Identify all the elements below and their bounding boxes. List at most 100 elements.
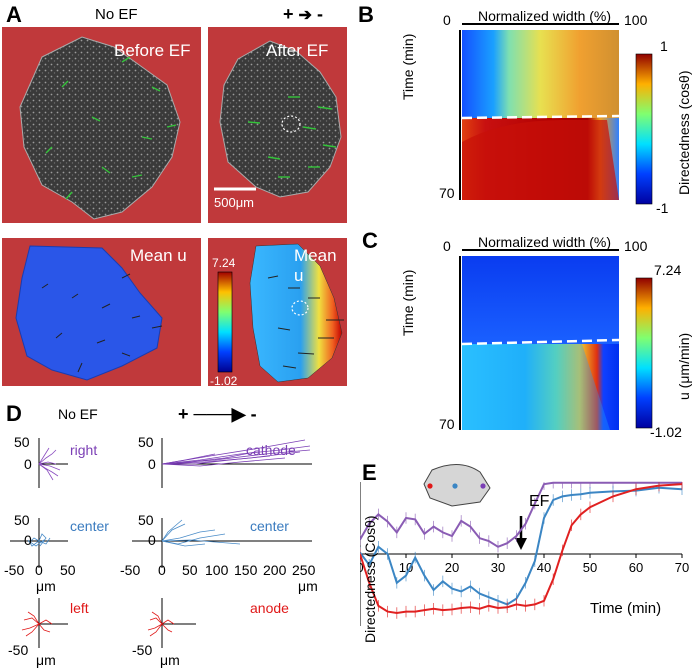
e-series-line <box>360 486 683 606</box>
panel-b-y-label: Time (min) <box>400 33 416 100</box>
big-x-tick-3: 100 <box>205 562 229 578</box>
big-x-tick-5: 200 <box>263 562 287 578</box>
panel-b-header: Normalized width (%) <box>478 8 612 24</box>
arrow-right-icon: ➔ <box>298 7 312 24</box>
e-x-tick-label: 40 <box>537 560 551 575</box>
no-ef-heading: No EF <box>95 6 138 23</box>
big-x-tick-4: 150 <box>234 562 258 578</box>
e-x-tick-label: 70 <box>675 560 689 575</box>
mean-u-cbar-max: 7.24 <box>212 256 236 270</box>
small-x-neg: -50 <box>4 562 25 578</box>
panel-b-y-bottom: 70 <box>439 185 455 201</box>
after-ef-image: After EF 500μm <box>208 27 347 223</box>
after-ef-label: After EF <box>266 41 329 60</box>
e-y-label: Directedness (Cosθ) <box>362 515 378 643</box>
e-x-tick-label: 60 <box>629 560 643 575</box>
panel-e-label: E <box>362 460 377 485</box>
panel-d-plus: + <box>178 404 189 424</box>
panel-d-no-ef: No EF <box>58 406 98 422</box>
big-unit-top: μm <box>298 578 318 594</box>
panel-c-y-label: Time (min) <box>400 269 416 336</box>
left-label: left <box>70 600 89 616</box>
mean-u-left-label: Mean u <box>130 246 187 265</box>
panel-c-x-end: 100 <box>624 238 648 254</box>
big-y-pos-2: 50 <box>138 512 154 528</box>
e-series-line <box>360 481 682 548</box>
panel-b-x-start: 0 <box>443 12 451 28</box>
right-label: right <box>70 442 98 458</box>
panel-c-x-start: 0 <box>443 238 451 254</box>
big-x-tick-1: 0 <box>158 562 166 578</box>
ef-plus: + <box>283 4 294 24</box>
before-ef-image: Before EF <box>2 27 201 223</box>
long-arrow-right-icon: ───▶ <box>193 404 246 424</box>
mean-u-cbar-min: -1.02 <box>210 374 238 388</box>
small-y-zero-1: 0 <box>24 456 32 472</box>
directedness-colorbar <box>635 53 653 205</box>
after-ef-cell-sheet <box>214 40 342 198</box>
panel-d-ef-direction: + ───▶ - <box>178 404 257 425</box>
e-x-tick-label: 10 <box>399 560 413 575</box>
ef-arrow-head <box>515 538 527 550</box>
panel-c-heatmap <box>459 249 653 430</box>
big-x-tick-0: -50 <box>120 562 141 578</box>
small-x-zero: 0 <box>35 562 43 578</box>
panel-c-label: C <box>362 228 378 253</box>
right-marker <box>480 483 486 489</box>
small-y-neg-3: -50 <box>8 642 29 658</box>
center-label-left: center <box>70 518 109 534</box>
e-series-2 <box>360 482 683 619</box>
panel-c-cbar-min: -1.02 <box>650 424 682 440</box>
cathode-label: cathode <box>246 442 296 458</box>
panel-c-header: Normalized width (%) <box>478 234 612 250</box>
ef-minus: - <box>316 4 323 24</box>
panel-c-y-bottom: 70 <box>439 416 455 432</box>
panel-b-x-end: 100 <box>624 12 648 28</box>
small-y-zero-2: 0 <box>24 532 32 548</box>
panel-c-cbar-max: 7.24 <box>654 262 682 278</box>
scale-bar-label: 500μm <box>214 195 255 210</box>
panel-d-trajectories <box>10 438 312 648</box>
mean-u-right-label: Mean u <box>294 246 337 285</box>
big-x-tick-6: 250 <box>292 562 316 578</box>
e-series-line <box>360 483 683 615</box>
panel-b-cbar-label: Directedness (cosθ) <box>676 70 692 196</box>
big-y-pos-1: 50 <box>138 434 154 450</box>
center-marker <box>452 483 458 489</box>
small-x-pos: 50 <box>60 562 76 578</box>
e-x-label: Time (min) <box>590 600 662 617</box>
e-x-tick-label: 30 <box>491 560 505 575</box>
big-y-zero-1: 0 <box>148 456 156 472</box>
panel-b-heatmap <box>459 23 653 205</box>
big-y-neg-3: -50 <box>132 642 153 658</box>
small-unit-bottom: μm <box>36 652 56 668</box>
small-y-pos-1: 50 <box>14 434 30 450</box>
mean-u-right-map <box>217 243 344 383</box>
left-marker <box>427 483 433 489</box>
mean-u-left-map <box>15 245 163 381</box>
small-unit-top: μm <box>36 578 56 594</box>
e-x-tick-label: 50 <box>583 560 597 575</box>
panel-b-cbar-max: 1 <box>660 38 668 54</box>
panel-b-cbar-min: -1 <box>656 200 669 216</box>
before-ef-label: Before EF <box>114 41 191 60</box>
velocity-colorbar <box>635 277 653 429</box>
center-label-right: center <box>250 518 289 534</box>
ef-direction-heading: + ➔ - <box>283 4 323 25</box>
e-x-tick-label: 0 <box>360 560 364 575</box>
small-y-pos-2: 50 <box>14 512 30 528</box>
mean-u-left-image: Mean u <box>2 238 201 386</box>
panel-d-label: D <box>6 401 22 426</box>
panel-c-cbar-label: u (μm/min) <box>676 332 692 400</box>
mean-u-colorbar <box>217 271 233 373</box>
anode-label: anode <box>250 600 289 616</box>
ef-annotation: EF <box>529 493 550 510</box>
panel-d-minus: - <box>250 404 257 424</box>
before-ef-cell-sheet <box>19 36 181 220</box>
big-y-zero-2: 0 <box>148 532 156 548</box>
mean-u-right-image: Mean u 7.24 -1.02 <box>208 238 347 388</box>
big-unit-bottom: μm <box>160 652 180 668</box>
e-x-tick-label: 20 <box>445 560 459 575</box>
big-x-tick-2: 50 <box>182 562 198 578</box>
directedness-line-chart: 01020304050607010.50-0.5-1 <box>360 464 689 626</box>
